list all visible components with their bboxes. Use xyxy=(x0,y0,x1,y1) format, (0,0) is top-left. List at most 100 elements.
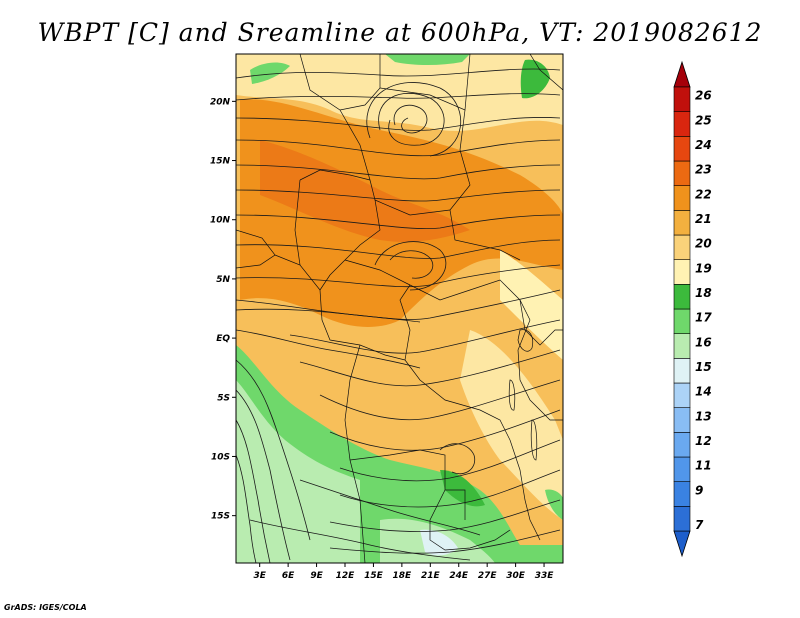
streamline xyxy=(236,264,561,288)
map-frame xyxy=(235,53,564,564)
lon-tick-label: 3E xyxy=(253,571,266,581)
lon-tick-label: 12E xyxy=(336,571,356,581)
colorbar-swatch xyxy=(673,111,691,137)
streamline xyxy=(236,214,561,229)
latitude-axis: 20N 15N 10N 5N EQ 5S 10S 15S xyxy=(210,97,236,522)
lon-tick-label: 24E xyxy=(449,571,469,581)
lake-outline xyxy=(508,379,516,411)
colorbar-swatch xyxy=(673,86,691,112)
colorbar-swatch xyxy=(673,284,691,310)
colorbar-swatch xyxy=(673,506,691,532)
border-line xyxy=(344,259,531,321)
colorbar-swatch xyxy=(673,358,691,384)
streamline xyxy=(339,439,561,482)
colorbar-label: 7 xyxy=(695,518,704,532)
colorbar-swatch xyxy=(673,432,691,458)
lon-tick-label: 6E xyxy=(282,571,295,581)
streamline xyxy=(299,479,481,536)
streamline xyxy=(236,329,421,369)
colorbar-label: 18 xyxy=(695,286,712,300)
border-line xyxy=(404,359,511,441)
lon-tick-label: 27E xyxy=(478,571,498,581)
colorbar-swatch xyxy=(673,308,691,334)
lat-tick-label: 5N xyxy=(216,275,230,285)
vortex-streamline xyxy=(366,82,462,157)
lon-tick-label: 21E xyxy=(421,571,441,581)
lat-tick-label: EQ xyxy=(216,334,230,344)
border-line xyxy=(529,54,563,91)
border-line xyxy=(294,179,301,266)
colorbar-label: 15 xyxy=(695,360,712,374)
streamline xyxy=(236,359,311,541)
field-north-light xyxy=(236,54,563,131)
streamline xyxy=(289,319,561,354)
colorbar-swatch xyxy=(673,136,691,162)
lon-tick-label: 30E xyxy=(506,571,526,581)
lake-outline xyxy=(530,419,538,461)
field-south-green-light xyxy=(236,380,360,563)
colorbar-label: 25 xyxy=(695,113,712,127)
colorbar-label: 17 xyxy=(695,311,712,325)
streamline xyxy=(236,389,291,561)
vortex-streamline xyxy=(378,93,445,146)
lake-outline xyxy=(517,329,534,352)
streamline xyxy=(329,529,561,554)
lat-tick-label: 15N xyxy=(210,157,231,167)
lat-tick-label: 20N xyxy=(210,97,231,107)
colorbar-under-arrow xyxy=(673,530,691,558)
colorbar-swatch xyxy=(673,160,691,186)
streamline xyxy=(236,454,257,563)
border-line xyxy=(349,449,466,520)
streamline xyxy=(236,117,561,131)
field-north-green-c xyxy=(385,54,470,65)
field-south-dark-green xyxy=(440,470,485,507)
colorbar-label: 14 xyxy=(695,385,712,399)
lat-tick-label: 10S xyxy=(211,452,230,462)
streamline xyxy=(329,499,561,532)
field-east-pale xyxy=(500,250,563,360)
lon-tick-label: 9E xyxy=(310,571,323,581)
vortex-streamline xyxy=(389,250,434,279)
colorbar-swatch xyxy=(673,210,691,236)
colorbar-label: 19 xyxy=(695,261,712,275)
lon-tick-label: 18E xyxy=(393,571,413,581)
streamline xyxy=(236,419,271,563)
colorbar-swatch xyxy=(673,407,691,433)
border-line xyxy=(319,109,381,291)
streamline xyxy=(236,93,561,101)
border-line xyxy=(344,344,366,563)
field-north-green-w xyxy=(250,62,290,84)
border-line xyxy=(379,54,471,111)
field-east-green xyxy=(545,489,563,520)
map-title: WBPT [C] and Sreamline at 600hPa, VT: 20… xyxy=(37,18,763,47)
field-south-pale xyxy=(420,529,458,556)
streamline xyxy=(249,519,471,561)
colorbar-swatch xyxy=(673,234,691,260)
map-panel xyxy=(236,54,563,563)
streamline xyxy=(236,239,561,259)
border-line xyxy=(519,299,563,346)
vortex-streamline xyxy=(439,443,476,475)
colorbar-label: 12 xyxy=(695,434,712,448)
border-line xyxy=(399,284,411,361)
streamline xyxy=(299,349,561,387)
border-line xyxy=(517,319,563,421)
colorbar-label: 23 xyxy=(695,163,712,177)
colorbar: 7 9 11 12 13 14 15 16 17 18 19 20 21 22 23 24 25 26 xyxy=(673,60,712,558)
field-core-orange-2 xyxy=(260,140,470,242)
lat-tick-label: 15S xyxy=(211,512,230,522)
streamline xyxy=(236,289,561,320)
streamline xyxy=(236,189,561,202)
lon-tick-label: 15E xyxy=(364,571,384,581)
colorbar-swatch xyxy=(673,259,691,285)
vortex-streamline xyxy=(393,104,428,134)
colorbar-label: 21 xyxy=(695,212,712,226)
colorbar-label: 24 xyxy=(695,138,712,152)
border-line xyxy=(299,169,371,181)
streamline xyxy=(319,379,561,421)
lon-tick-label: 33E xyxy=(535,571,555,581)
border-line xyxy=(299,54,381,111)
border-line xyxy=(319,289,406,361)
colorbar-over-arrow xyxy=(673,60,691,88)
colorbar-label: 9 xyxy=(695,483,703,497)
